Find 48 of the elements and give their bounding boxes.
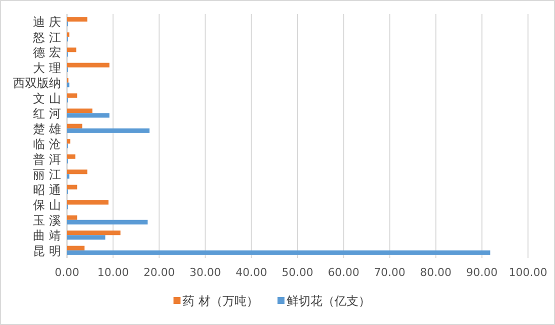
x-tick-label: 90.00 <box>466 266 498 279</box>
x-tick-label: 10.00 <box>97 266 129 279</box>
y-tick-label: 红 河 <box>33 106 61 121</box>
y-tick-label: 怒 江 <box>32 30 61 44</box>
y-tick-label: 昆 明 <box>33 244 61 258</box>
y-tick-label: 大 理 <box>33 60 61 75</box>
bar <box>67 215 78 220</box>
bar <box>67 154 76 159</box>
y-tick-label: 丽 江 <box>33 168 61 182</box>
legend-label: 药 材（万吨） <box>182 294 258 308</box>
y-tick-label: 保 山 <box>33 198 61 212</box>
bar <box>67 48 76 52</box>
x-tick-label: 40.00 <box>236 266 268 279</box>
bar <box>67 250 490 255</box>
bar <box>67 62 110 68</box>
bar <box>67 170 88 174</box>
bar <box>67 230 120 236</box>
y-tick-label: 楚 雄 <box>33 122 61 136</box>
y-tick-label: 文 山 <box>33 91 61 106</box>
x-tick-label: 80.00 <box>420 266 452 279</box>
bar <box>67 113 110 118</box>
x-tick-label: 0.00 <box>54 266 80 279</box>
bar <box>67 124 82 128</box>
bar <box>67 220 148 224</box>
bar <box>67 200 108 205</box>
bar <box>67 108 92 114</box>
bar <box>67 128 150 133</box>
legend-label: 鲜切花（亿支） <box>286 294 370 308</box>
x-tick-label: 70.00 <box>374 266 406 279</box>
y-tick-label: 德 宏 <box>33 46 61 60</box>
bar <box>67 184 78 190</box>
y-tick-label: 玉 溪 <box>33 213 61 228</box>
bar <box>67 93 78 98</box>
bar <box>67 17 88 22</box>
y-tick-label: 曲 靖 <box>33 228 61 243</box>
bar <box>67 139 70 144</box>
x-tick-label: 50.00 <box>282 266 314 279</box>
y-tick-label: 西双版纳 <box>13 76 61 90</box>
x-tick-label: 60.00 <box>328 266 360 279</box>
bar <box>67 235 106 240</box>
x-tick-label: 30.00 <box>190 266 222 279</box>
x-tick-label: 100.00 <box>508 266 548 279</box>
y-tick-label: 临 沧 <box>33 137 61 152</box>
x-tick-label: 20.00 <box>143 266 175 279</box>
y-tick-label: 昭 通 <box>33 182 61 197</box>
bar <box>67 246 85 250</box>
y-tick-label: 迪 庆 <box>33 15 61 30</box>
y-tick-label: 普 洱 <box>33 152 61 166</box>
